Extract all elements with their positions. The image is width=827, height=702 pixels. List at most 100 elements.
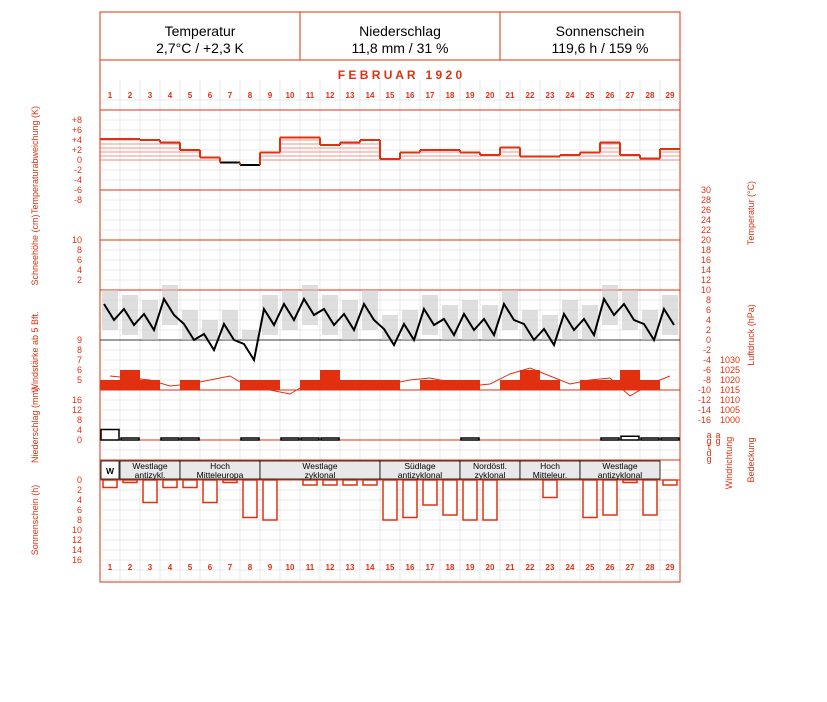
day-labels: 1122334455667788991010111112121313141415…	[108, 91, 675, 572]
precip-title: Niederschlag	[359, 23, 441, 39]
temp-dev-tick: -8	[74, 195, 82, 205]
weather-type-line1: Westlage	[302, 461, 338, 471]
wind-dir-symbol: d	[706, 448, 711, 458]
snow-tick: 4	[77, 265, 82, 275]
wind-bar	[340, 380, 360, 390]
temperature-tick: 0	[706, 335, 711, 345]
day-label-top: 17	[426, 91, 435, 100]
pressure-tick: 1020	[720, 375, 740, 385]
precip-bar	[600, 437, 620, 441]
sun-tick: 14	[72, 545, 82, 555]
temperature-tick: 16	[701, 255, 711, 265]
weather-type-line1: Hoch	[540, 461, 560, 471]
day-label-bottom: 14	[366, 563, 375, 572]
precip-bar	[280, 437, 300, 441]
sunshine-bar	[322, 479, 338, 486]
day-label-bottom: 11	[306, 563, 315, 572]
precip-bar	[240, 437, 260, 441]
temp-range-band	[242, 330, 258, 340]
temperature-tick: -6	[703, 365, 711, 375]
pressure-tick: 1010	[720, 395, 740, 405]
wind-dir-symbol: a	[706, 430, 711, 440]
sunshine-bar	[442, 479, 458, 516]
temp-range-band	[622, 290, 638, 330]
wind-dir-symbol: t	[708, 442, 711, 452]
wind-tick: 5	[77, 375, 82, 385]
wind-bar	[260, 380, 280, 390]
day-label-top: 21	[506, 91, 515, 100]
pressure-tick: 1000	[720, 415, 740, 425]
weather-type-line1: Westlage	[602, 461, 638, 471]
sunshine-bar	[342, 479, 358, 486]
sunshine-bar	[122, 479, 138, 484]
temperature-tick: -10	[698, 385, 711, 395]
sunshine-bar	[362, 479, 378, 486]
sun-tick: 16	[72, 555, 82, 565]
day-label-bottom: 17	[426, 563, 435, 572]
sunshine-bar	[302, 479, 318, 486]
temp-dev-tick: +2	[72, 145, 82, 155]
snow-tick: 6	[77, 255, 82, 265]
day-label-bottom: 15	[386, 563, 395, 572]
temp-range-band	[322, 295, 338, 335]
temp-dev-axis-label: Temperaturabweichung (K)	[30, 106, 40, 214]
sun-tick: 8	[77, 515, 82, 525]
sun-tick: 0	[77, 475, 82, 485]
wind-tick: 8	[77, 345, 82, 355]
weather-type-line1: Hoch	[210, 461, 230, 471]
temperature-tick: -4	[703, 355, 711, 365]
precip-bar	[300, 437, 320, 441]
temperature-tick: 30	[701, 185, 711, 195]
precip-tick: 12	[72, 405, 82, 415]
temp-range-band	[482, 305, 498, 340]
day-label-bottom: 13	[346, 563, 355, 572]
day-label-top: 12	[326, 91, 335, 100]
precip-tick: 8	[77, 415, 82, 425]
day-label-bottom: 4	[168, 563, 173, 572]
temp-title: Temperatur	[165, 23, 236, 39]
day-label-top: 18	[446, 91, 455, 100]
precip-tick: 16	[72, 395, 82, 405]
wind-bar	[140, 380, 160, 390]
day-label-bottom: 21	[506, 563, 515, 572]
temp-range-band	[382, 315, 398, 340]
sunshine-bar	[422, 479, 438, 506]
section-lines	[100, 109, 680, 481]
day-label-bottom: 22	[526, 563, 535, 572]
day-label-top: 27	[626, 91, 635, 100]
wind-bar	[520, 370, 540, 390]
sunshine-bar	[622, 479, 638, 484]
snow-tick: 8	[77, 245, 82, 255]
day-label-top: 4	[168, 91, 173, 100]
snow-tick: 10	[72, 235, 82, 245]
wind-bar	[540, 380, 560, 390]
month-title: F E B R U A R 1 9 2 0	[338, 68, 463, 82]
sun-axis-label: Sonnenschein (h)	[30, 485, 40, 556]
temperature-tick: 2	[706, 325, 711, 335]
weather-type-line2: Mitteleuropa	[197, 470, 244, 480]
sun-value: 119,6 h / 159 %	[551, 40, 648, 56]
temperature-tick: -8	[703, 375, 711, 385]
weather-type-box	[579, 460, 661, 480]
temperature-line	[103, 296, 675, 363]
day-label-top: 1	[108, 91, 113, 100]
temperature-tick: 20	[701, 235, 711, 245]
temperature-tick: 22	[701, 225, 711, 235]
precip-bar	[180, 437, 200, 441]
temp-range-band	[442, 305, 458, 340]
cloud-symbol: a	[715, 430, 720, 440]
wind-bar	[360, 380, 380, 390]
cloud-label: Bedeckung	[746, 437, 756, 482]
temp-dev-tick: +8	[72, 115, 82, 125]
temp-dev-tick: +4	[72, 135, 82, 145]
sunshine-bar	[242, 479, 258, 519]
day-label-top: 3	[148, 91, 153, 100]
day-label-bottom: 2	[128, 563, 133, 572]
temperature-axis-label: Temperatur (°C)	[746, 181, 756, 245]
temp-range-band	[522, 310, 538, 340]
wind-dir-symbol: g	[706, 436, 711, 446]
sunshine-bar	[162, 479, 178, 489]
day-label-top: 8	[248, 91, 253, 100]
temperature-tick: 4	[706, 315, 711, 325]
